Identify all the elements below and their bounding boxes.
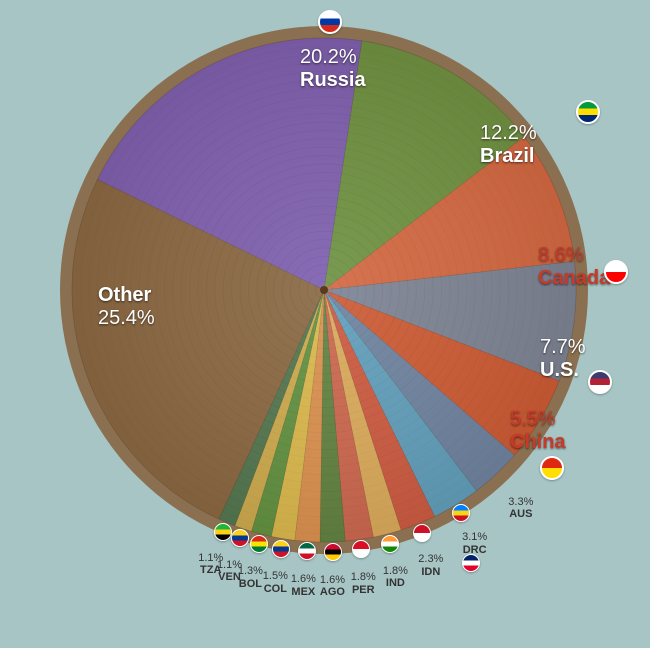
label-name: DRC [463, 544, 487, 556]
flag-ago-icon [324, 543, 342, 561]
label-name: Russia [300, 69, 366, 91]
flag-ind-icon [381, 535, 399, 553]
label-pct: 1.5% [263, 570, 288, 582]
label-pct: 7.7% [540, 336, 586, 358]
label-pct: 2.3% [418, 553, 443, 565]
label-name: Brazil [480, 145, 534, 167]
label-aus: 3.3%AUS [508, 496, 533, 521]
flag-idn-icon [413, 524, 431, 542]
flag-ven-icon [231, 529, 249, 547]
flag-bol-icon [250, 535, 268, 553]
label-other: Other25.4% [98, 284, 155, 330]
label-pct: 3.3% [508, 496, 533, 508]
label-pct: 1.6% [291, 573, 316, 585]
label-china: 5.5%China [510, 408, 566, 454]
flag-us-icon [588, 370, 612, 394]
label-name: IND [386, 577, 405, 589]
label-name: MEX [291, 586, 315, 598]
label-canada: 8.6%Canada [538, 244, 610, 290]
label-per: 1.8%PER [351, 571, 376, 596]
label-russia: 20.2%Russia [300, 46, 366, 92]
label-pct: 20.2% [300, 46, 357, 68]
flag-china-icon [540, 456, 564, 480]
label-pct: 1.1% [198, 552, 223, 564]
label-idn: 2.3%IDN [418, 553, 443, 578]
label-pct: 5.5% [510, 408, 556, 430]
label-pct: 25.4% [98, 307, 155, 329]
label-ind: 1.8%IND [383, 565, 408, 590]
flag-brazil-icon [576, 100, 600, 124]
label-name: COL [264, 583, 287, 595]
label-pct: 1.8% [351, 571, 376, 583]
label-name: China [510, 431, 566, 453]
forest-pie-chart: 20.2%Russia 12.2%Brazil 8.6%Canada 7.7%U.S.… [0, 0, 650, 643]
label-pct: 8.6% [538, 244, 584, 266]
flag-aus-icon [462, 554, 480, 572]
label-tza: 1.1%TZA [198, 552, 223, 577]
label-name: BOL [239, 578, 262, 590]
label-name: PER [352, 584, 375, 596]
label-pct: 12.2% [480, 122, 537, 144]
label-name: U.S. [540, 359, 579, 381]
label-brazil: 12.2%Brazil [480, 122, 537, 168]
label-pct: 3.1% [462, 531, 487, 543]
flag-russia-icon [318, 10, 342, 34]
label-pct: 1.6% [320, 574, 345, 586]
label-ago: 1.6%AGO [320, 574, 345, 599]
label-name: Other [98, 284, 151, 306]
flag-col-icon [272, 540, 290, 558]
label-col: 1.5%COL [263, 570, 288, 595]
label-name: IDN [421, 566, 440, 578]
label-us: 7.7%U.S. [540, 336, 586, 382]
flag-canada-icon [604, 260, 628, 284]
label-name: AUS [509, 508, 532, 520]
label-pct: 1.8% [383, 565, 408, 577]
label-name: AGO [320, 586, 345, 598]
label-drc: 3.1%DRC [462, 531, 487, 556]
flag-tza-icon [214, 523, 232, 541]
label-name: TZA [200, 564, 221, 576]
label-name: Canada [538, 267, 610, 289]
flag-mex-icon [298, 542, 316, 560]
label-mex: 1.6%MEX [291, 573, 316, 598]
